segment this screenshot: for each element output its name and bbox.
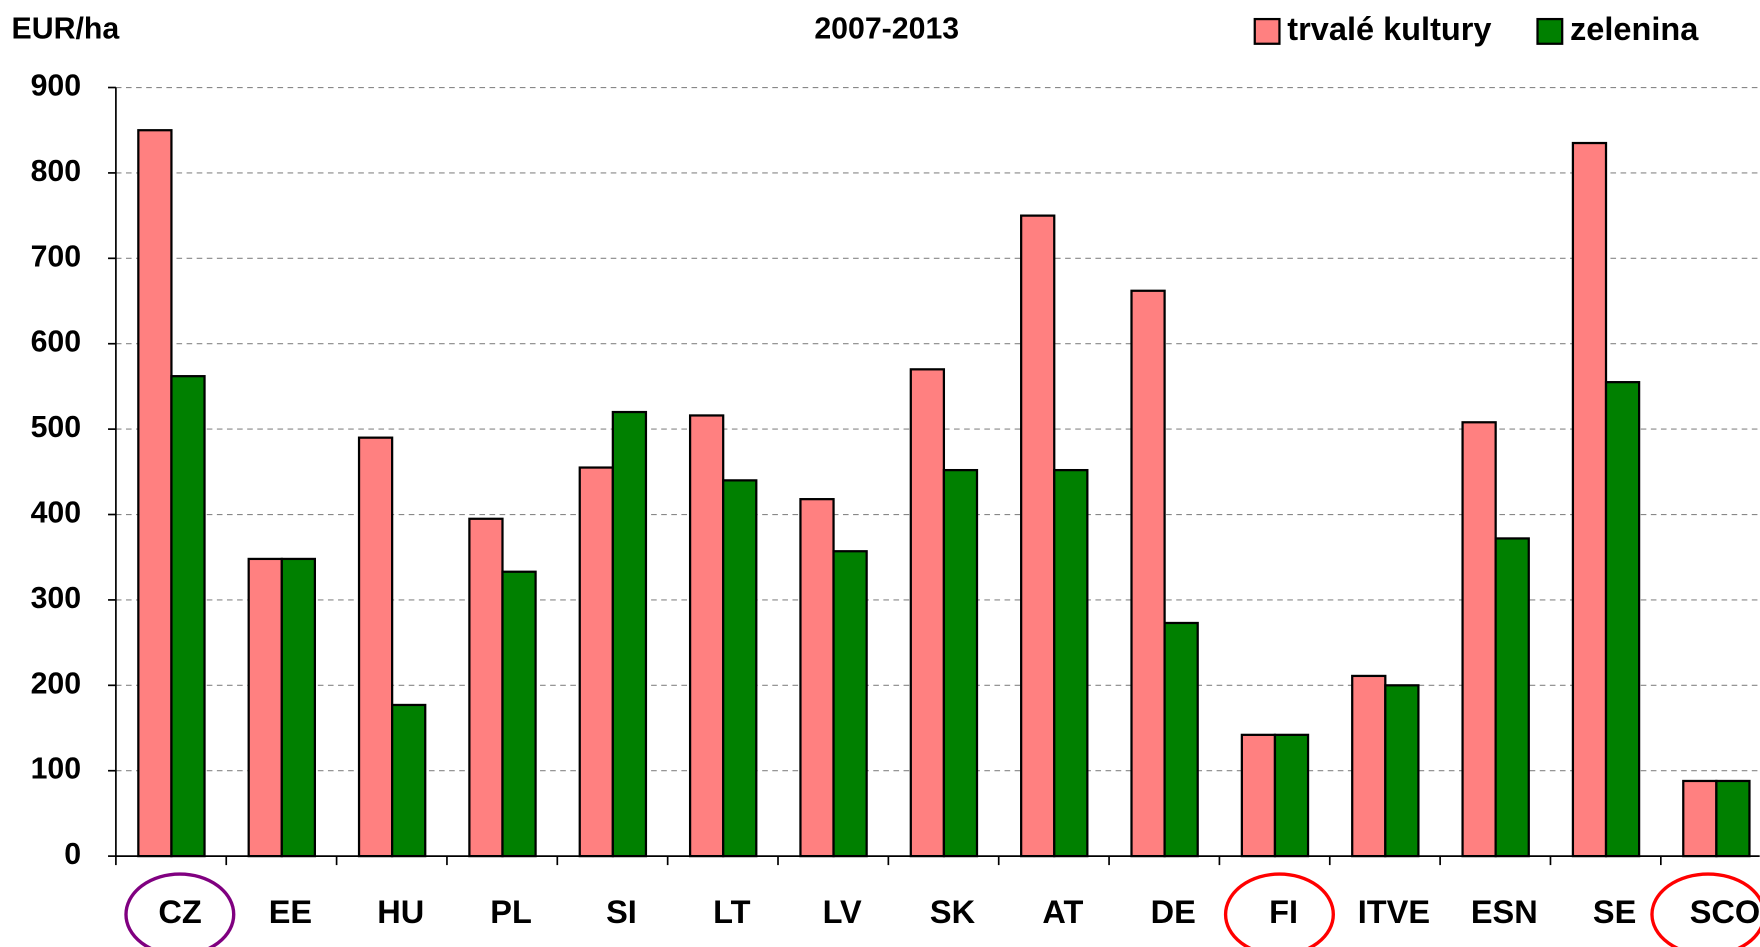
y-tick-label: 200 (31, 667, 82, 700)
bar (1053, 468, 1089, 858)
x-tick-label: AT (1042, 894, 1083, 930)
y-tick-label: 900 (31, 70, 82, 103)
y-tick-label: 600 (31, 326, 82, 359)
x-tick-label: LT (713, 894, 750, 930)
x-tick-label: SI (606, 894, 637, 930)
bar (1351, 674, 1387, 858)
bar (357, 436, 394, 858)
x-tick-label: PL (490, 894, 532, 930)
bar (468, 517, 504, 858)
y-tick-label: 700 (31, 240, 82, 273)
bar (1715, 779, 1751, 858)
bar (1384, 684, 1420, 858)
x-tick-label: FI (1269, 894, 1298, 930)
legend-swatch (1253, 17, 1281, 45)
x-tick-label: ESN (1471, 894, 1538, 930)
x-tick-label: ITVE (1358, 894, 1430, 930)
bar (170, 375, 206, 858)
bar (1682, 779, 1718, 858)
bar (501, 570, 537, 858)
bar (832, 550, 868, 858)
annotations (124, 872, 1760, 947)
bar (1273, 733, 1310, 858)
legend-label: trvalé kultury (1287, 11, 1491, 47)
bar (1240, 733, 1277, 858)
x-tick-label: CZ (158, 894, 201, 930)
y-tick-label: 500 (31, 411, 82, 444)
bar (688, 414, 725, 858)
x-tick-label: SE (1593, 894, 1636, 930)
bar (1130, 289, 1166, 858)
bar (942, 468, 979, 858)
legend-swatch (1536, 17, 1564, 45)
bar (1163, 621, 1199, 858)
bar (137, 129, 173, 858)
highlight-circle (1223, 872, 1335, 947)
x-tick-label: LV (823, 894, 862, 930)
bar (247, 557, 283, 858)
bar (1494, 537, 1530, 858)
bar (722, 479, 758, 858)
bar (611, 410, 648, 858)
bar (1604, 381, 1641, 858)
y-tick-label: 800 (31, 155, 82, 188)
bar (1461, 421, 1497, 858)
x-tick-label: HU (377, 894, 424, 930)
y-axis-label: EUR/ha (12, 12, 121, 45)
legend-label: zelenina (1570, 11, 1699, 47)
x-tick-label: SCO (1690, 894, 1760, 930)
bar (799, 498, 835, 858)
bar (1571, 141, 1608, 858)
y-tick-label: 100 (31, 753, 82, 786)
y-tick-label: 300 (31, 582, 82, 615)
x-tick-label: DE (1151, 894, 1196, 930)
y-tick-label: 0 (64, 838, 81, 871)
bar (1020, 214, 1056, 858)
highlight-circle (124, 872, 236, 947)
x-tick-label: EE (269, 894, 312, 930)
highlight-circle (1650, 872, 1760, 947)
bar (391, 703, 427, 858)
chart-title: 2007-2013 (814, 12, 959, 45)
bar (578, 466, 614, 858)
bar (280, 557, 317, 858)
x-tick-label: SK (930, 894, 976, 930)
y-tick-label: 400 (31, 497, 82, 530)
bar (909, 368, 946, 858)
